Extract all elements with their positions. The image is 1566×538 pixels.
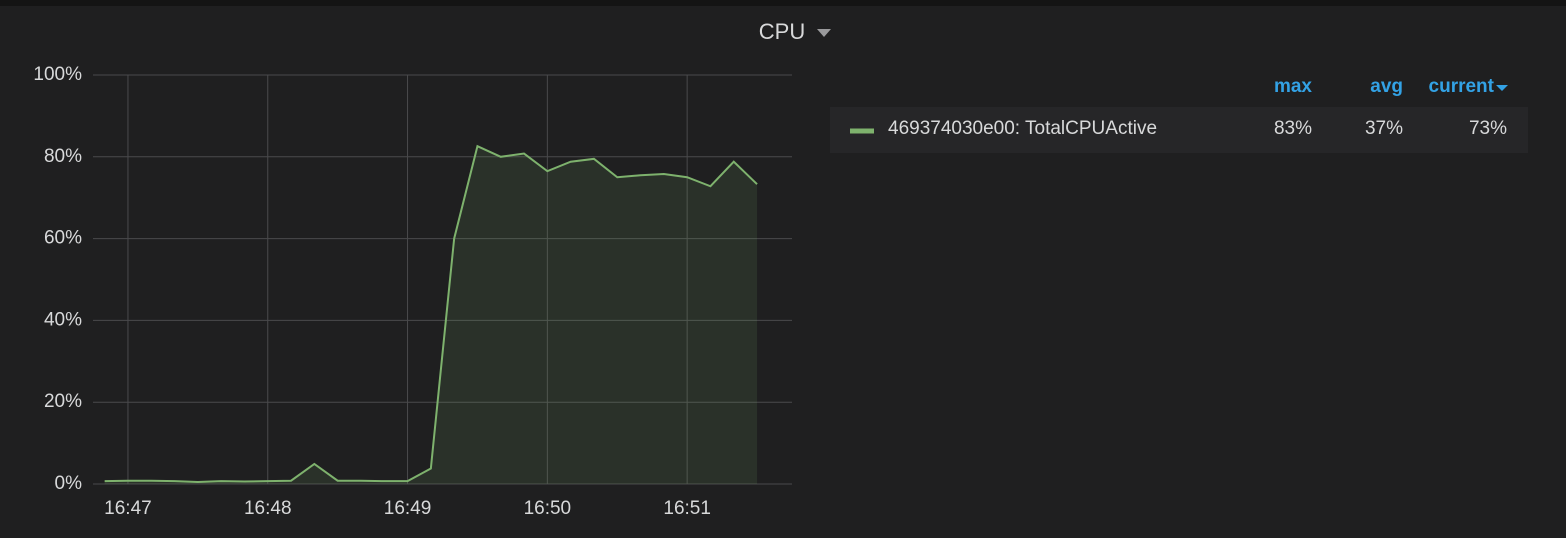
- y-tick-label: 40%: [44, 309, 82, 330]
- y-tick-label: 60%: [44, 228, 82, 249]
- x-tick-label: 16:50: [524, 498, 572, 519]
- x-tick-label: 16:47: [104, 498, 152, 519]
- area: [104, 146, 758, 484]
- series-line: [104, 144, 758, 483]
- top-strip: [0, 0, 1566, 6]
- x-tick-label: 16:48: [244, 498, 292, 519]
- y-tick-label: 100%: [33, 64, 82, 85]
- x-tick-label: 16:51: [663, 498, 711, 519]
- legend-header[interactable]: max: [1274, 76, 1312, 97]
- legend-name[interactable]: 469374030e00: TotalCPUActive: [888, 118, 1157, 139]
- legend-value: 83%: [1274, 118, 1312, 139]
- y-tick-label: 0%: [55, 473, 83, 494]
- y-tick-label: 80%: [44, 146, 82, 167]
- legend-value: 37%: [1365, 118, 1403, 139]
- legend-header[interactable]: current: [1429, 76, 1495, 97]
- legend-value: 73%: [1469, 118, 1507, 139]
- x-tick-label: 16:49: [384, 498, 432, 519]
- legend-row-bg: [830, 107, 1528, 153]
- legend-header[interactable]: avg: [1370, 76, 1403, 97]
- y-tick-label: 20%: [44, 391, 82, 412]
- panel-title[interactable]: CPU: [759, 19, 805, 44]
- title-caret[interactable]: [817, 29, 831, 37]
- sort-caret[interactable]: [1496, 85, 1508, 91]
